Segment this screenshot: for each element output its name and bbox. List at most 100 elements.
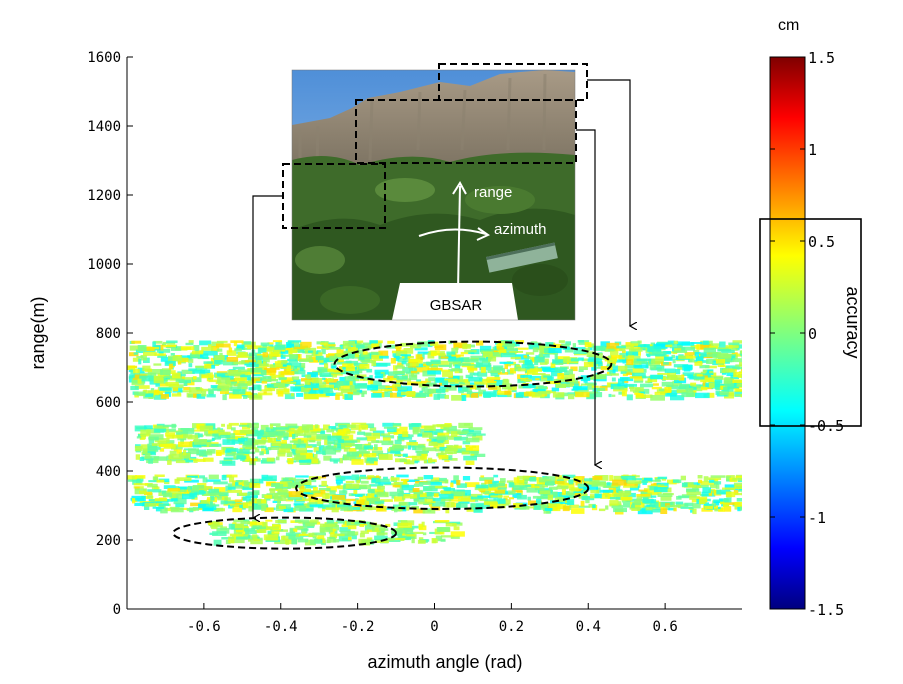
data-fragment	[443, 425, 457, 431]
data-fragment	[334, 387, 338, 390]
data-fragment	[127, 479, 134, 482]
data-fragment	[405, 455, 417, 458]
data-fragment	[369, 488, 384, 493]
data-fragment	[394, 439, 402, 445]
data-fragment	[717, 506, 721, 510]
data-fragment	[275, 520, 287, 524]
data-fragment	[283, 354, 295, 357]
data-fragment	[424, 425, 436, 431]
data-fragment	[232, 389, 246, 395]
data-fragment	[371, 490, 381, 495]
data-fragment	[141, 444, 151, 450]
data-fragment	[713, 505, 718, 509]
data-fragment	[668, 507, 676, 511]
data-fragment	[611, 394, 616, 397]
data-fragment	[514, 483, 525, 487]
data-fragment	[446, 385, 457, 391]
data-fragment	[626, 359, 634, 366]
data-fragment	[586, 393, 597, 400]
data-fragment	[305, 485, 317, 489]
data-fragment	[392, 484, 401, 488]
data-fragment	[158, 443, 173, 447]
data-fragment	[307, 372, 318, 377]
data-fragment	[685, 355, 698, 359]
data-fragment	[166, 340, 178, 344]
data-fragment	[206, 442, 212, 446]
data-fragment	[191, 490, 205, 495]
data-fragment	[738, 374, 742, 378]
data-fragment	[700, 344, 713, 350]
data-fragment	[329, 355, 338, 362]
data-fragment	[438, 455, 449, 460]
data-fragment	[342, 340, 355, 346]
data-fragment	[525, 352, 535, 355]
data-fragment	[431, 501, 446, 507]
data-fragment	[701, 491, 716, 497]
data-fragment	[524, 359, 533, 366]
data-fragment	[667, 375, 682, 380]
data-fragment	[281, 535, 286, 540]
data-fragment	[369, 352, 379, 355]
data-fragment	[201, 374, 214, 379]
data-fragment	[434, 345, 444, 349]
data-fragment	[390, 450, 401, 454]
data-fragment	[717, 353, 732, 359]
data-fragment	[146, 427, 161, 434]
data-fragment	[374, 527, 379, 532]
data-fragment	[313, 487, 318, 492]
data-fragment	[426, 439, 432, 442]
data-fragment	[641, 376, 653, 379]
x-tick-label: -0.4	[264, 619, 298, 635]
data-fragment	[147, 493, 153, 499]
data-fragment	[592, 345, 606, 351]
data-fragment	[140, 346, 155, 352]
data-fragment	[131, 340, 142, 344]
data-fragment	[425, 383, 438, 387]
data-fragment	[554, 367, 568, 373]
data-fragment	[187, 394, 193, 398]
data-fragment	[728, 342, 740, 345]
data-fragment	[381, 392, 393, 398]
data-fragment	[670, 395, 685, 401]
data-fragment	[453, 475, 459, 482]
data-fragment	[358, 538, 371, 545]
data-fragment	[235, 482, 239, 486]
data-fragment	[715, 386, 720, 390]
data-fragment	[462, 386, 472, 393]
data-fragment	[309, 519, 319, 523]
data-fragment	[650, 395, 665, 401]
data-fragment	[336, 349, 344, 355]
data-fragment	[564, 347, 574, 353]
data-fragment	[331, 535, 338, 538]
data-fragment	[154, 474, 165, 477]
data-fragment	[136, 436, 142, 439]
data-fragment	[723, 506, 732, 512]
data-fragment	[578, 505, 590, 508]
data-fragment	[152, 476, 159, 481]
data-fragment	[477, 371, 488, 377]
data-fragment	[250, 539, 263, 545]
data-fragment	[479, 345, 492, 352]
data-fragment	[286, 365, 291, 371]
data-fragment	[172, 494, 177, 500]
data-fragment	[713, 499, 725, 504]
data-fragment	[528, 500, 543, 506]
highlight-ellipse	[172, 516, 398, 550]
data-fragment	[144, 505, 150, 510]
data-fragment	[671, 354, 675, 359]
data-fragment	[387, 431, 398, 435]
data-fragment	[294, 506, 306, 511]
data-fragment	[539, 352, 543, 359]
data-fragment	[316, 394, 330, 398]
data-fragment	[449, 363, 453, 368]
data-fragment	[226, 448, 239, 452]
data-fragment	[410, 531, 424, 534]
data-fragment	[550, 362, 556, 368]
data-fragment	[201, 491, 211, 496]
data-fragment	[356, 349, 364, 354]
data-fragment	[294, 368, 298, 372]
data-fragment	[269, 364, 276, 368]
data-fragment	[363, 499, 370, 506]
data-fragment	[287, 358, 298, 362]
data-fragment	[445, 455, 453, 460]
